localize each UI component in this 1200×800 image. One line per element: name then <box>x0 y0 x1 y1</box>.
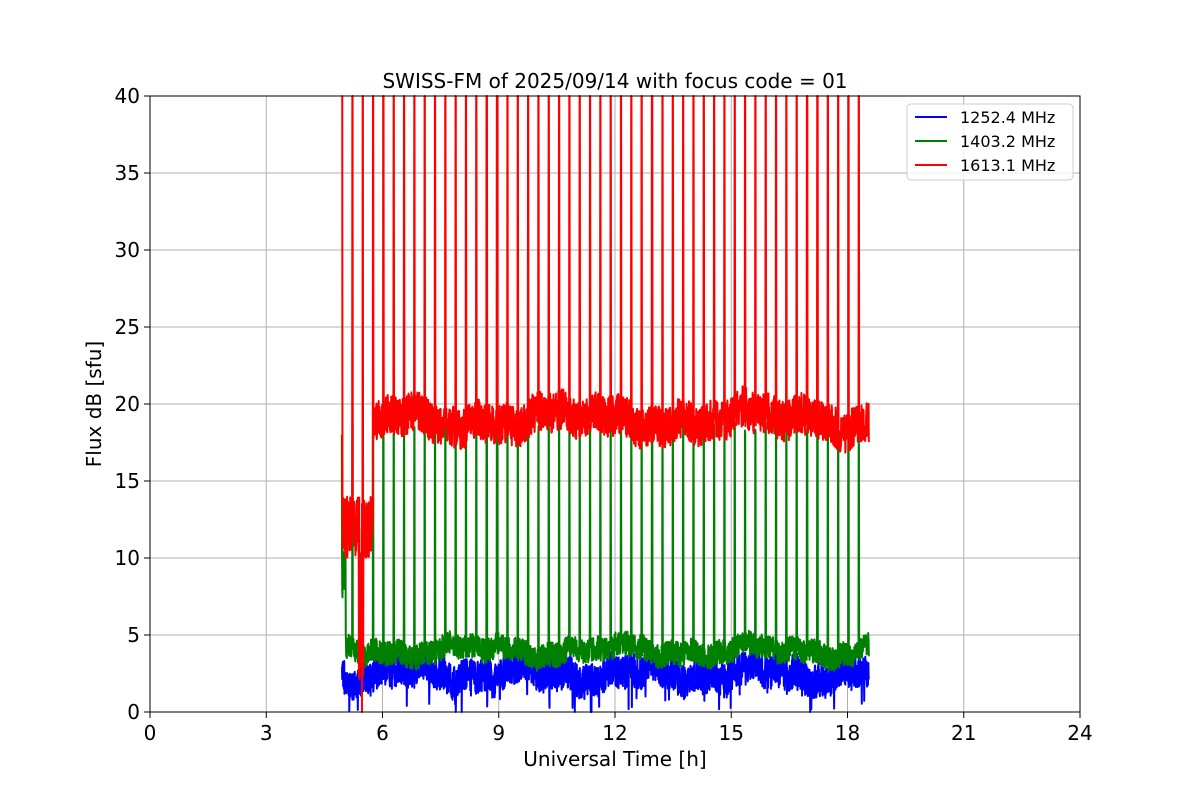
x-tick-label: 0 <box>144 721 157 745</box>
legend-box <box>906 103 1074 181</box>
x-tick-label: 24 <box>1067 721 1092 745</box>
x-tick-label: 15 <box>719 721 744 745</box>
x-tick-label: 3 <box>260 721 273 745</box>
legend-label: 1252.4 MHz <box>960 108 1055 127</box>
chart-title: SWISS-FM of 2025/09/14 with focus code =… <box>382 69 847 93</box>
x-tick-label: 9 <box>492 721 505 745</box>
series-line-1403-mhz <box>340 418 870 672</box>
series-line-1613-mhz <box>341 95 870 713</box>
x-tick-label: 18 <box>835 721 860 745</box>
y-axis-label: Flux dB [sfu] <box>82 341 106 467</box>
y-tick-label: 40 <box>115 84 140 108</box>
x-tick-label: 6 <box>376 721 389 745</box>
x-tick-label: 12 <box>602 721 627 745</box>
x-axis-label: Universal Time [h] <box>523 747 706 771</box>
y-tick-label: 5 <box>127 623 140 647</box>
y-tick-label: 35 <box>115 161 140 185</box>
y-tick-label: 0 <box>127 700 140 724</box>
y-tick-label: 15 <box>115 469 140 493</box>
x-tick-label: 21 <box>951 721 976 745</box>
y-tick-label: 10 <box>115 546 140 570</box>
legend-label: 1613.1 MHz <box>960 156 1055 175</box>
y-axis-ticks: 0 5 10 15 20 25 30 35 40 <box>115 84 150 724</box>
x-axis-ticks: 0 3 6 9 12 15 18 21 24 <box>144 712 1093 745</box>
y-tick-label: 20 <box>115 392 140 416</box>
series-line-1252-mhz <box>340 645 870 713</box>
legend: 1252.4 MHz 1403.2 MHz 1613.1 MHz <box>906 103 1074 181</box>
legend-label: 1403.2 MHz <box>960 132 1055 151</box>
y-tick-label: 25 <box>115 315 140 339</box>
series-layer <box>340 95 870 713</box>
y-tick-label: 30 <box>115 238 140 262</box>
